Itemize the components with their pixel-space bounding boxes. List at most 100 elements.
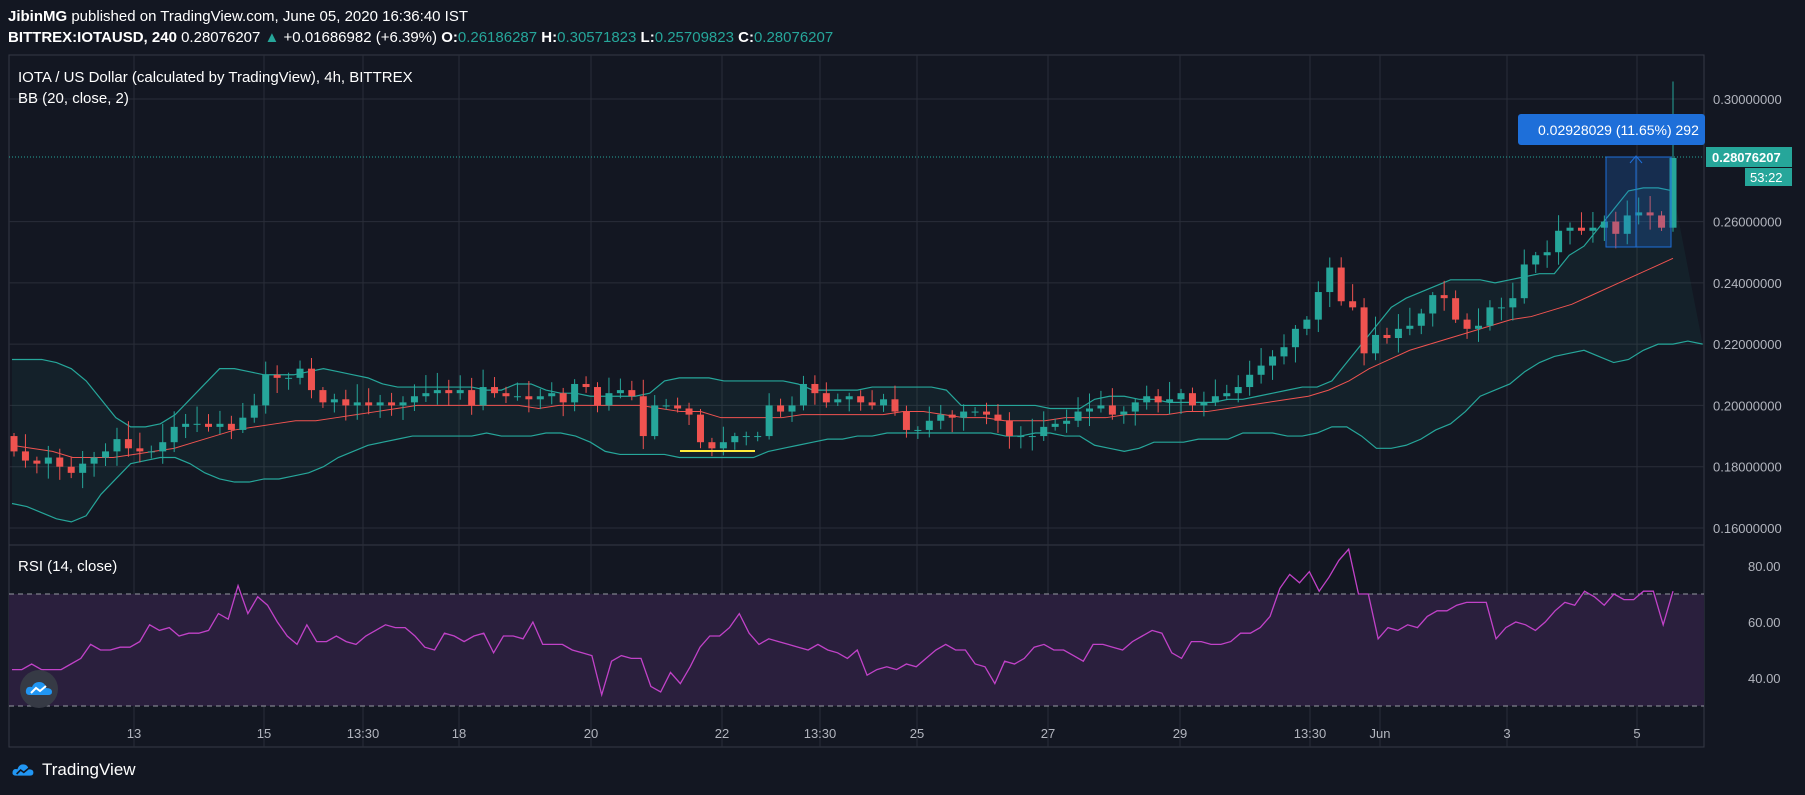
candle-body: [1474, 325, 1482, 329]
candle-body: [525, 396, 533, 400]
candle-body: [937, 414, 945, 421]
candle-body: [662, 405, 670, 407]
price-tick-label: 0.24000000: [1713, 276, 1782, 291]
candle-body: [822, 393, 830, 403]
rsi-tick-label: 60.00: [1748, 615, 1781, 630]
candle-body: [1394, 328, 1402, 339]
candle-body: [376, 402, 384, 406]
candle-body: [44, 457, 52, 464]
candle-body: [1589, 227, 1597, 231]
candle-body: [1074, 411, 1082, 421]
candle-body: [1131, 402, 1139, 412]
time-tick-label: 13:30: [1294, 726, 1327, 741]
candle-body: [56, 457, 64, 467]
candle-body: [285, 377, 293, 379]
candle-body: [548, 393, 556, 397]
bb-fill: [12, 187, 1703, 522]
up-arrow-icon: ▲: [264, 29, 280, 46]
candle-body: [1646, 212, 1654, 216]
last-price-tag: [1706, 147, 1792, 167]
candle-body: [342, 399, 350, 406]
candle-body: [914, 429, 922, 431]
candle-body: [1417, 313, 1425, 326]
candle-body: [1600, 221, 1608, 228]
candle-body: [1040, 426, 1048, 437]
candle-body: [1085, 408, 1093, 412]
countdown-text: 53:22: [1750, 170, 1783, 185]
candle-body: [1429, 295, 1437, 314]
candle-body: [1372, 334, 1380, 354]
candle-body: [1532, 255, 1540, 265]
candle-body: [1349, 301, 1357, 308]
candle-body: [582, 383, 590, 388]
rsi-line: [12, 547, 1674, 698]
footer-brand[interactable]: TradingView: [10, 760, 136, 780]
time-tick-label: 13:30: [804, 726, 837, 741]
time-tick-label: 18: [452, 726, 466, 741]
candle-body: [1188, 393, 1196, 406]
candle-body: [902, 411, 910, 430]
candle-body: [1612, 221, 1620, 234]
candle-body: [1314, 292, 1322, 320]
time-tick-label: 5: [1633, 726, 1640, 741]
candle-body: [491, 387, 499, 394]
candle-body: [1383, 334, 1391, 339]
candle-body: [1452, 298, 1460, 320]
candle-body: [1120, 411, 1128, 415]
candle-body: [925, 420, 933, 430]
candle-body: [777, 405, 785, 412]
candle-body: [479, 387, 487, 406]
candle-body: [719, 442, 727, 449]
candle-body: [136, 448, 144, 452]
publisher-name: JibinMG: [8, 8, 68, 25]
candle-body: [1623, 215, 1631, 234]
candle-body: [353, 402, 361, 406]
candle-body: [273, 374, 281, 378]
time-tick-label: 3: [1503, 726, 1510, 741]
candle-body: [605, 393, 613, 406]
candle-body: [1108, 405, 1116, 415]
candle-body: [639, 396, 647, 437]
price-axis: 0.30000000 0.26000000 0.24000000 0.22000000…: [1713, 92, 1782, 536]
candle-body: [502, 393, 510, 397]
candle-body: [1234, 387, 1242, 394]
candle-body: [159, 442, 167, 452]
candle-body: [1635, 212, 1643, 216]
time-tick-label: 27: [1041, 726, 1055, 741]
candle-body: [1280, 347, 1288, 357]
time-tick-label: 13: [127, 726, 141, 741]
candle-body: [765, 405, 773, 437]
candles: [10, 81, 1677, 489]
candle-body: [571, 383, 579, 403]
candle-body: [1566, 227, 1574, 231]
time-tick-label: 22: [715, 726, 729, 741]
candle-body: [811, 383, 819, 394]
candle-body: [79, 463, 87, 473]
bb-basis-line: [11, 257, 1674, 459]
candle-body: [559, 393, 567, 403]
candle-body: [1337, 267, 1345, 302]
candle-body: [1669, 157, 1677, 228]
price-change: +0.01686982 (+6.39%): [283, 29, 438, 46]
price-tick-label: 0.30000000: [1713, 92, 1782, 107]
candle-body: [845, 396, 853, 400]
candle-body: [456, 390, 464, 394]
candle-body: [731, 436, 739, 443]
publish-info: JibinMG published on TradingView.com, Ju…: [8, 8, 468, 25]
candle-body: [124, 439, 132, 449]
price-tick-label: 0.18000000: [1713, 460, 1782, 475]
measure-box[interactable]: [1605, 156, 1672, 248]
candle-body: [147, 451, 155, 453]
candle-body: [754, 436, 762, 438]
rsi-series-line: [12, 547, 1674, 698]
candle-body: [616, 390, 624, 394]
cloud-button[interactable]: [20, 670, 58, 708]
candle-body: [1177, 393, 1185, 400]
footer-brand-text: TradingView: [42, 760, 136, 779]
candle-body: [1200, 402, 1208, 406]
time-tick-label: Jun: [1370, 726, 1391, 741]
low-value: 0.25709823: [654, 29, 734, 46]
candle-body: [296, 368, 304, 378]
bb-band-area: [12, 187, 1703, 522]
